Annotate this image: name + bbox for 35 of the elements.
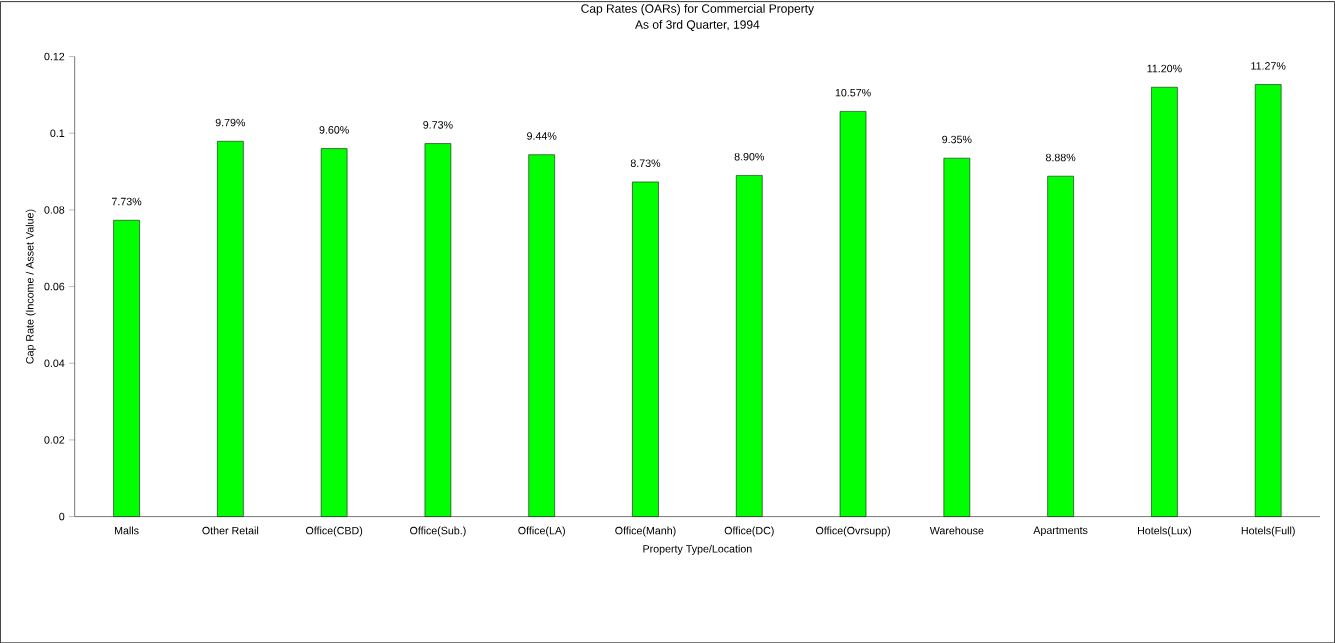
y-tick-label: 0.06: [44, 282, 65, 291]
x-tick-label: Apartments: [1033, 526, 1088, 536]
data-label: 9.73%: [423, 120, 453, 129]
y-axis-title: Cap Rate (Income / Asset Value): [25, 209, 36, 364]
x-tick-label: Hotels(Full): [1241, 526, 1295, 537]
chart-subtitle: As of 3rd Quarter, 1994: [635, 19, 760, 31]
data-label: 7.73%: [111, 197, 142, 206]
x-tick-label: Warehouse: [929, 526, 984, 535]
y-tick-label: 0: [59, 512, 65, 521]
data-label: 8.90%: [734, 152, 764, 161]
data-label: 9.44%: [527, 132, 557, 140]
x-tick-label: Hotels(Lux): [1138, 526, 1191, 537]
y-tick-label: 0.02: [44, 436, 65, 444]
data-label: 10.57%: [835, 88, 871, 97]
x-tick-label: Office(CBD): [305, 526, 363, 537]
x-tick-label: Office(Sub.): [410, 526, 466, 537]
data-label: 9.35%: [942, 135, 972, 144]
x-tick-label: Office(Ovrsupp): [816, 526, 890, 537]
data-label: 9.60%: [319, 125, 349, 134]
x-axis-title: Property Type/Location: [643, 544, 752, 555]
x-tick-label: Office(LA): [518, 526, 565, 537]
x-tick-label: Other Retail: [202, 526, 259, 535]
x-tick-label: Office(Manh): [615, 526, 676, 537]
data-label: 8.73%: [630, 159, 661, 167]
data-label: 11.27%: [1251, 61, 1286, 70]
data-label: 8.88%: [1045, 153, 1076, 162]
chart-title: Cap Rates (OARs) for Commercial Property: [581, 3, 815, 16]
x-tick-label: Office(DC): [724, 526, 774, 537]
data-label: 11.20%: [1147, 64, 1182, 73]
data-label: 9.79%: [215, 118, 246, 127]
y-tick-label: 0.12: [44, 52, 65, 61]
y-tick-label: 0.08: [44, 206, 65, 214]
y-tick-label: 0.04: [44, 359, 65, 367]
y-tick-label: 0.1: [50, 129, 65, 137]
x-tick-label: Malls: [115, 526, 139, 535]
